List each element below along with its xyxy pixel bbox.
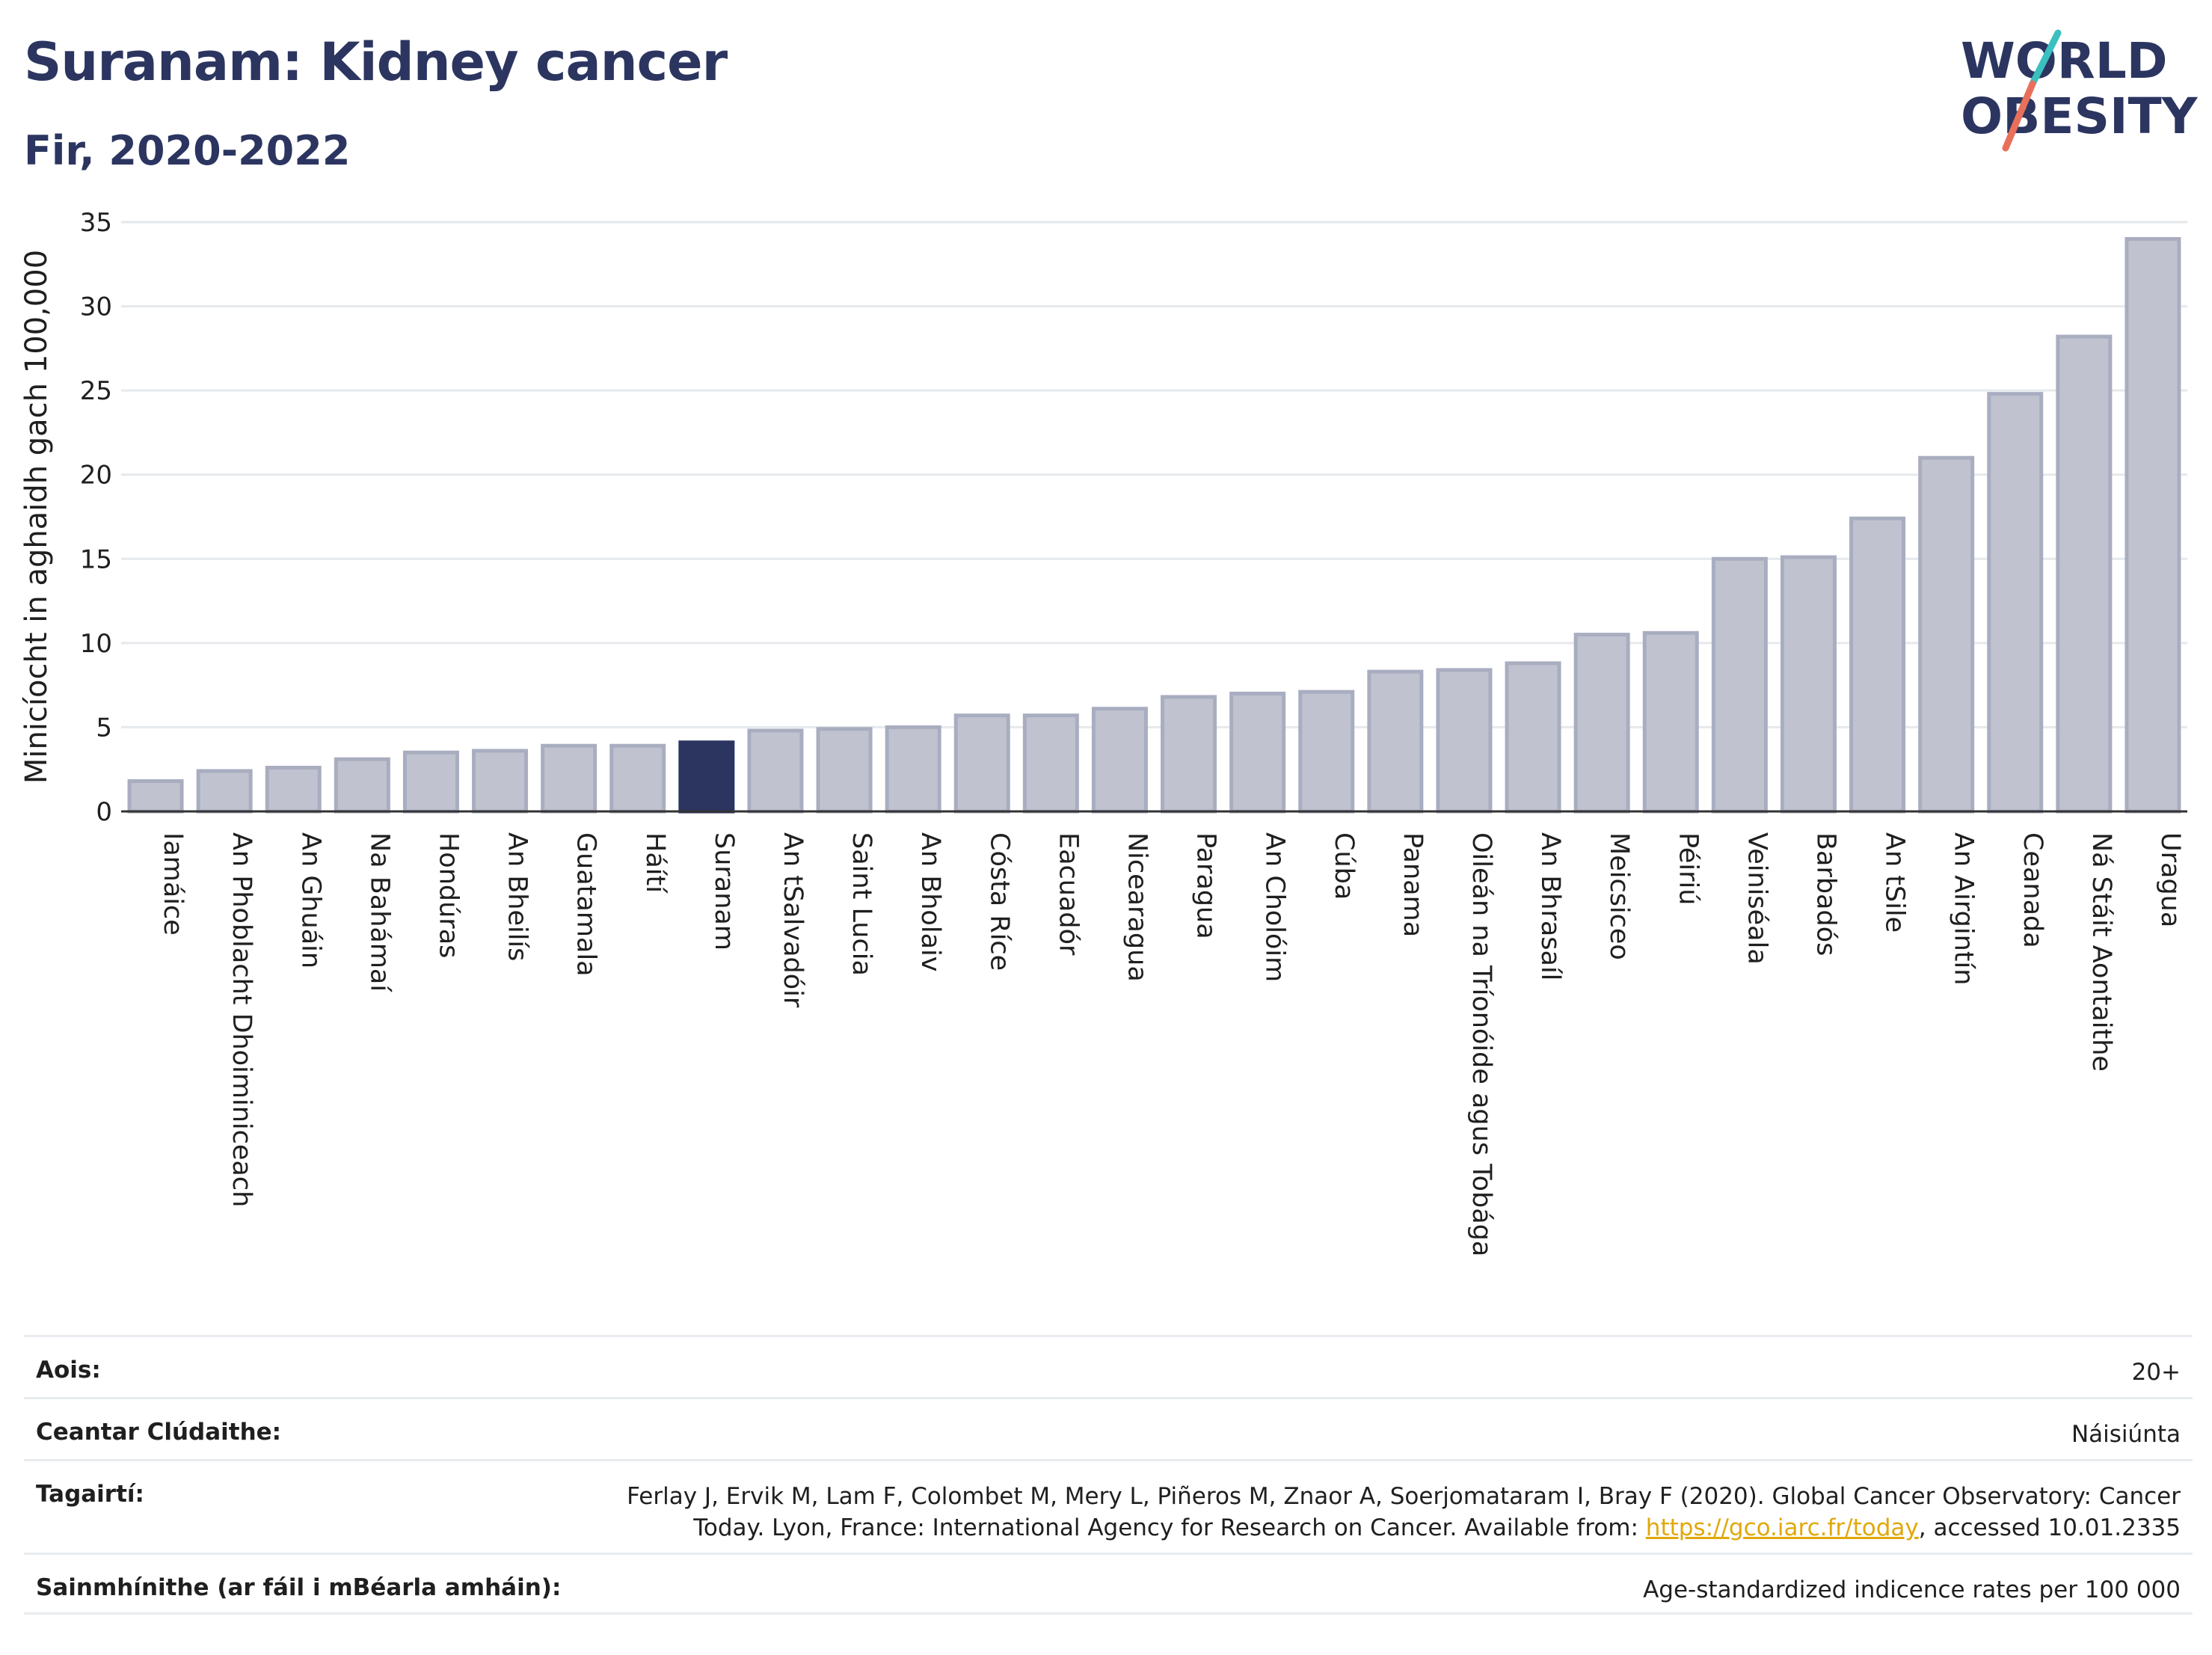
info-key-definitions: Sainmhínithe (ar fáil i mBéarla amháin): [36,1574,562,1601]
x-tick-label: Cúba [1329,832,1359,900]
reference-line2-post: , accessed 10.01.2335 [1918,1514,2181,1541]
bar [1780,555,1837,814]
bar [1298,690,1355,814]
x-tick-label: Háítí [640,832,670,894]
bar [1987,392,2044,814]
x-tick-label: An Phoblacht Dhoiminiceach [227,832,256,1207]
bar [1022,713,1079,814]
x-tick-label: Ceanada [2018,832,2047,948]
page-subtitle: Fir, 2020-2022 [24,127,351,174]
bar [1367,669,1424,814]
x-tick-label: Na Bahámaí [364,832,394,992]
reference-link[interactable]: https://gco.iarc.fr/today [1645,1514,1919,1541]
info-row-definitions: Sainmhínithe (ar fáil i mBéarla amháin):… [24,1553,2193,1615]
logo-line2: OBESITY [1961,87,2199,145]
bar [1436,668,1493,814]
world-obesity-logo: WORLD OBESITY [1961,29,2199,152]
bar [747,728,804,814]
y-tick-label: 15 [80,544,112,574]
info-key-age: Aois: [36,1357,101,1384]
info-row-references: Tagairtí: Ferlay J, Ervik M, Lam F, Colo… [24,1459,2193,1553]
bar [127,779,184,814]
bar [1229,691,1286,814]
bar [1505,661,1561,814]
bar [1091,707,1148,814]
bar-chart: 0 5 10 15 20 25 30 35 Iamáice An Phoblacht Dhoim… [19,208,2187,1256]
bar [816,727,873,814]
y-tick-label: 35 [80,208,112,238]
y-tick-label: 5 [96,713,112,743]
info-value-definitions: Age-standardized indicence rates per 100… [1643,1576,2181,1603]
y-tick-label: 0 [96,797,112,827]
x-tick-label: An tSalvadóir [778,832,808,1008]
x-tick-label: Uragua [2155,832,2185,927]
x-tick-label: Saint Lucia [847,832,876,976]
y-tick-label: 20 [80,461,112,491]
x-tick-label: Paragua [1191,832,1221,939]
bar [1573,633,1630,814]
bar [472,749,529,814]
y-axis-ticks: 0 5 10 15 20 25 30 35 [80,208,112,827]
info-value-coverage: Náisiúnta [2071,1421,2181,1448]
info-table: Aois: 20+ Ceantar Clúdaithe: Náisiúnta T… [24,1335,2193,1615]
y-tick-label: 25 [80,376,112,406]
bars [127,237,2181,814]
logo-slash-teal [2029,29,2062,87]
bar [1918,455,1975,814]
info-row-age: Aois: 20+ [24,1335,2193,1397]
x-tick-label: Péiriú [1673,832,1703,905]
bar [1849,516,1906,814]
x-tick-label: Nicearagua [1122,832,1152,982]
x-tick-label: An Bhrasaíl [1535,832,1565,980]
y-tick-label: 30 [80,292,112,322]
reference-line1: Ferlay J, Ervik M, Lam F, Colombet M, Me… [627,1483,2181,1510]
bar [2056,334,2113,814]
bar [265,765,322,814]
info-key-references: Tagairtí: [36,1481,144,1508]
x-tick-label: Guatamala [571,832,601,977]
y-axis-label: Minicíocht in aghaidh gach 100,000 [19,250,54,784]
x-tick-label: Meicsiceo [1604,832,1634,960]
x-tick-label: An tSile [1880,832,1910,933]
x-tick-label: Panama [1398,832,1428,937]
bar [953,713,1010,814]
bar [541,743,597,814]
info-value-references: Ferlay J, Ervik M, Lam F, Colombet M, Me… [627,1481,2181,1544]
y-tick-label: 10 [80,629,112,659]
x-tick-label: An Bholaiv [915,832,945,971]
x-tick-label: Oileán na Tríonóide agus Tobága [1466,832,1496,1256]
bar [678,740,735,814]
x-tick-label: Suranam [709,832,739,951]
info-value-age: 20+ [2131,1359,2181,1386]
x-tick-label: Cósta Ríce [984,832,1014,971]
gridlines [121,221,2187,728]
x-tick-label: Hondúras [433,832,463,958]
x-tick-label: An Ghuáin [295,832,325,968]
info-key-coverage: Ceantar Clúdaithe: [36,1419,282,1446]
x-axis-labels: Iamáice An Phoblacht Dhoiminiceach An Ghuá… [158,832,2185,1256]
x-tick-label: Veiniséala [1742,832,1772,965]
info-row-coverage: Ceantar Clúdaithe: Náisiúnta [24,1397,2193,1459]
x-tick-label: Eacuadór [1053,832,1083,956]
reference-line2-pre: Today. Lyon, France: International Agenc… [693,1514,1646,1541]
x-tick-label: Ná Stáit Aontaithe [2086,832,2116,1072]
bar [609,743,666,814]
logo-line1: WORLD [1961,32,2168,90]
x-tick-label: An Bheilís [503,832,532,961]
bar [1161,695,1217,814]
x-tick-label: Iamáice [158,832,188,936]
bar [1711,556,1768,814]
bar [1642,630,1699,814]
x-tick-label: An Cholóim [1260,832,1290,982]
bar [2125,237,2181,814]
bar [334,757,390,814]
x-tick-label: Barbadós [1810,832,1840,956]
bar [196,769,253,814]
logo-slash-coral [2002,80,2036,152]
bar [402,750,459,814]
x-tick-label: An Airgintín [1949,832,1979,985]
bar [885,725,941,814]
page-title: Suranam: Kidney cancer [24,31,728,93]
